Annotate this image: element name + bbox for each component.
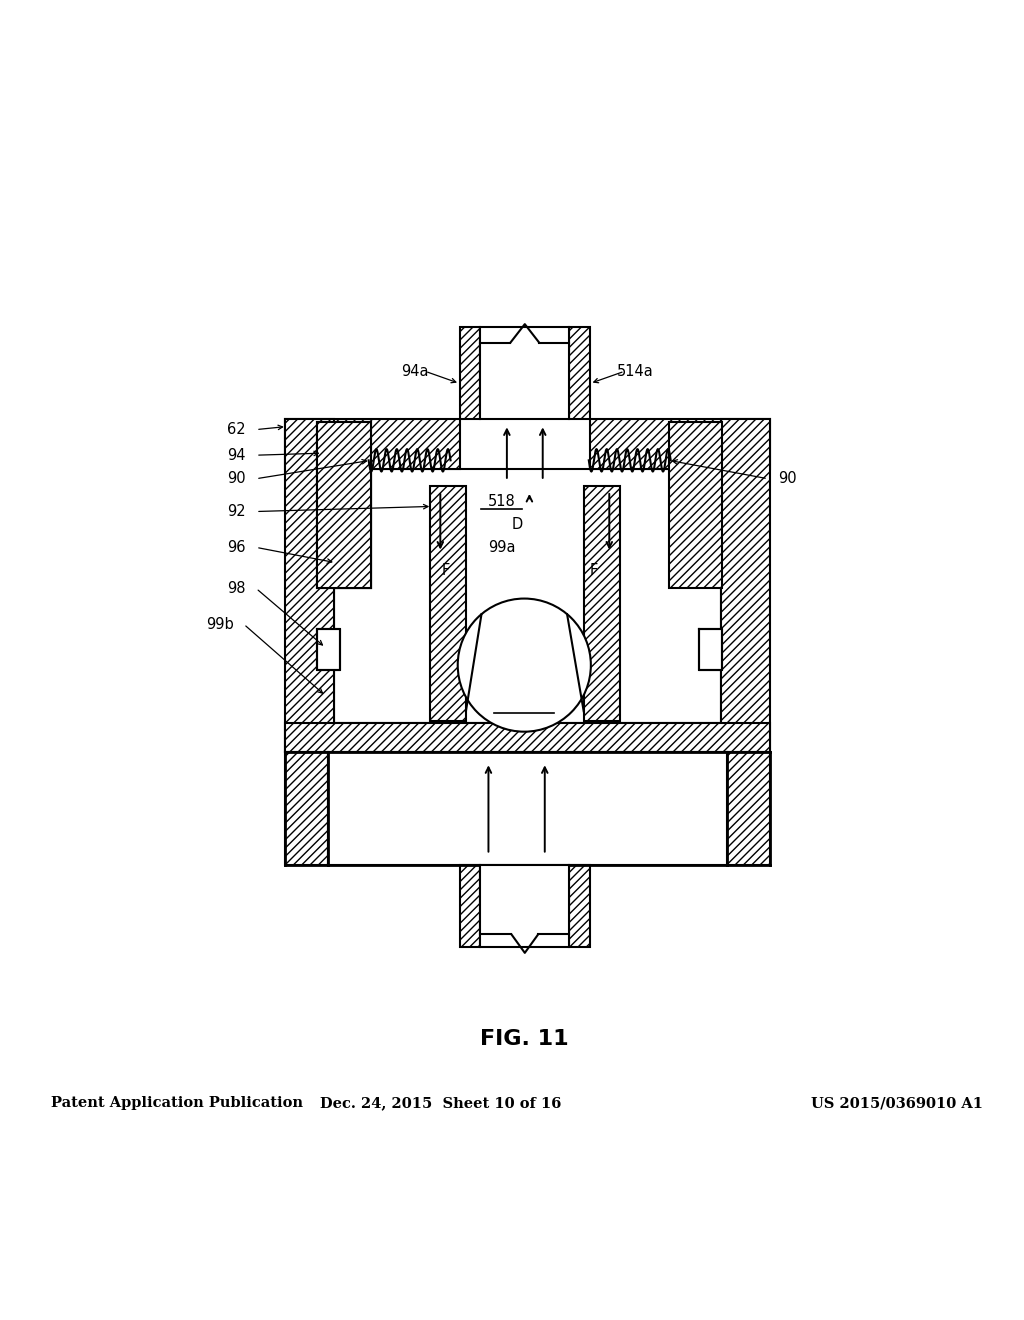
Bar <box>584 486 620 722</box>
Bar <box>699 630 722 671</box>
Bar <box>328 752 727 865</box>
Bar <box>430 486 466 722</box>
Text: 98: 98 <box>227 581 246 595</box>
Text: 94a: 94a <box>401 364 428 379</box>
Bar <box>460 865 480 946</box>
Bar <box>480 865 569 946</box>
Text: 62: 62 <box>227 422 246 437</box>
Bar <box>317 422 371 589</box>
Text: 514a: 514a <box>616 364 653 379</box>
Bar <box>285 722 770 752</box>
Text: 92: 92 <box>227 504 246 519</box>
Text: 90: 90 <box>227 471 246 486</box>
Bar <box>285 420 460 469</box>
Text: 518: 518 <box>487 494 516 508</box>
Circle shape <box>458 598 591 731</box>
Text: US 2015/0369010 A1: US 2015/0369010 A1 <box>811 1097 983 1110</box>
Bar <box>721 420 770 752</box>
Bar <box>669 422 722 589</box>
Bar <box>590 420 770 469</box>
Bar <box>569 865 590 946</box>
Text: 99b: 99b <box>206 616 233 632</box>
Text: Patent Application Publication: Patent Application Publication <box>51 1097 303 1110</box>
Bar <box>317 422 371 589</box>
Bar <box>480 327 569 420</box>
Text: 90: 90 <box>778 471 797 486</box>
Bar <box>285 752 328 865</box>
Text: F: F <box>590 564 598 578</box>
Text: F: F <box>441 564 450 578</box>
Text: FIG. 11: FIG. 11 <box>480 1028 568 1049</box>
Bar <box>460 327 480 420</box>
Bar <box>334 469 721 722</box>
Text: D: D <box>512 517 522 532</box>
Text: Dec. 24, 2015  Sheet 10 of 16: Dec. 24, 2015 Sheet 10 of 16 <box>319 1097 561 1110</box>
Text: 94: 94 <box>227 447 246 463</box>
Bar <box>285 420 334 752</box>
Text: 96: 96 <box>227 540 246 554</box>
Bar <box>569 327 590 420</box>
Bar <box>317 422 371 589</box>
Bar <box>727 752 770 865</box>
Bar <box>317 630 340 671</box>
Text: 99a: 99a <box>488 540 515 554</box>
